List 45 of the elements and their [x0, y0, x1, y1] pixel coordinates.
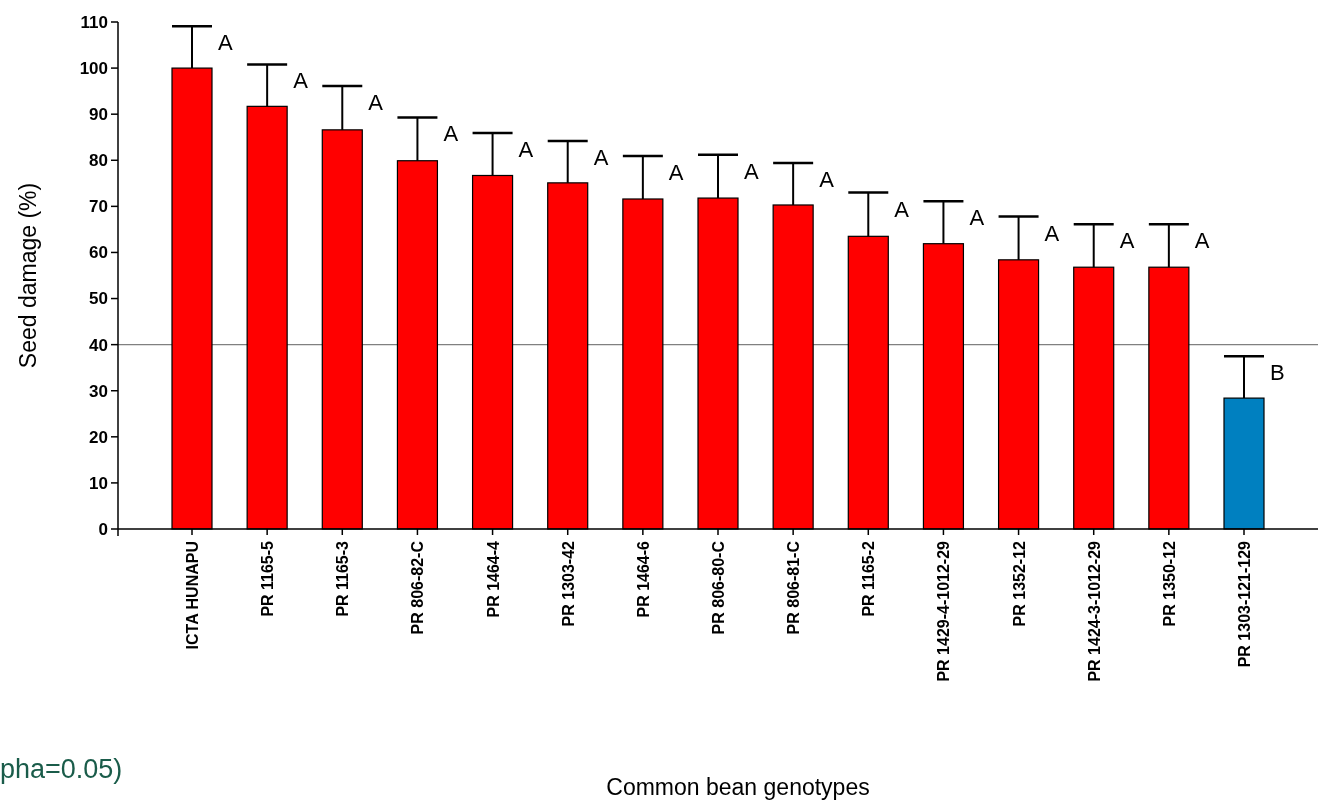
x-tick-label: PR 1165-3 — [334, 540, 352, 617]
y-tick-label: 20 — [89, 427, 108, 447]
annotation: A — [969, 205, 985, 231]
y-axis-title: Seed damage (%) — [15, 182, 41, 369]
annotation: A — [1044, 220, 1060, 246]
y-tick-label: 90 — [89, 105, 108, 125]
x-axis-title: Common bean genotypes — [606, 774, 870, 800]
annotation: A — [894, 196, 910, 222]
x-tick-label: PR 1464-6 — [634, 540, 652, 618]
annotation: A — [1119, 228, 1135, 254]
x-tick-label: PR 1303-121-129 — [1236, 540, 1253, 668]
x-tick-label: PR 1303-42 — [559, 540, 577, 627]
x-tick-label: ICTA HUNAPU — [184, 541, 201, 650]
y-tick-label: 60 — [89, 243, 108, 263]
y-tick-label: 110 — [80, 12, 108, 32]
x-tick-label: PR 1165-5 — [259, 540, 277, 617]
annotation: A — [293, 68, 309, 94]
y-tick-label: 50 — [89, 289, 108, 309]
annotation: A — [593, 144, 609, 170]
y-tick-label: 0 — [98, 519, 108, 539]
x-tick-label: PR 1165-2 — [860, 540, 878, 617]
y-tick-label: 10 — [89, 473, 108, 493]
annotation: B — [1270, 360, 1285, 386]
annotation: A — [443, 121, 459, 147]
y-tick-label: 80 — [89, 151, 108, 171]
annotation: A — [819, 167, 835, 193]
text: pha=0.05) — [0, 754, 123, 784]
annotation: A — [218, 30, 233, 56]
y-tick-label: 30 — [89, 381, 108, 401]
annotation: A — [1194, 228, 1210, 254]
y-tick-label: 40 — [89, 335, 108, 355]
x-tick-label: PR 1464-4 — [484, 540, 502, 618]
x-tick-label: PR 806-81-C — [785, 540, 803, 635]
annotation: A — [744, 158, 759, 184]
x-tick-label: PR 1352-12 — [1010, 540, 1028, 627]
x-tick-label: PR 1429-4-1012-29 — [935, 540, 953, 682]
x-tick-label: PR 1424-3-1012-29 — [1085, 540, 1103, 682]
x-tick-label: PR 1350-12 — [1160, 540, 1178, 627]
y-tick-label: 70 — [89, 197, 108, 217]
annotation: A — [368, 90, 384, 116]
annotation: A — [518, 137, 534, 163]
x-tick-label: PR 806-80-C — [710, 540, 727, 635]
x-tick-label: PR 806-82-C — [409, 540, 427, 635]
y-tick-label: 100 — [79, 59, 108, 79]
annotation: A — [668, 160, 684, 186]
